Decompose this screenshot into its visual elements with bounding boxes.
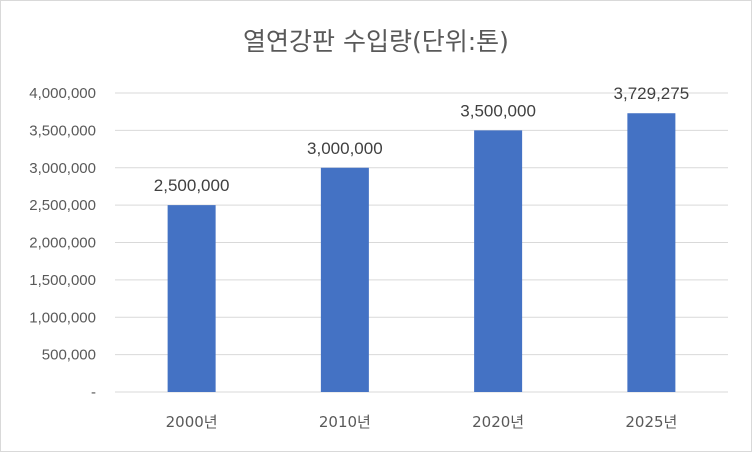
y-tick-label: 3,500,000	[29, 122, 96, 139]
y-tick-label: 2,000,000	[29, 235, 96, 252]
chart-title: 열연강판 수입량(단위:톤)	[243, 27, 509, 56]
y-tick-label: 2,500,000	[29, 197, 96, 214]
data-label: 3,000,000	[307, 139, 383, 158]
x-category-label: 2010년	[319, 413, 371, 431]
bar	[167, 205, 216, 392]
x-axis-categories: 2000년 2010년 2020년 2025년	[166, 413, 678, 431]
data-labels: 2,500,000 3,000,000 3,500,000 3,729,275	[154, 84, 689, 195]
y-tick-label: -	[91, 384, 96, 401]
bar	[320, 167, 369, 392]
y-axis-ticks: - 500,000 1,000,000 1,500,000 2,000,000 2,500…	[29, 85, 96, 401]
y-tick-label: 3,000,000	[29, 160, 96, 177]
y-tick-label: 500,000	[42, 347, 96, 364]
data-label: 3,729,275	[614, 84, 690, 103]
y-tick-label: 1,500,000	[29, 272, 96, 289]
bar	[627, 113, 676, 392]
x-category-label: 2020년	[472, 413, 524, 431]
gridlines	[115, 92, 728, 393]
bars	[167, 113, 676, 392]
x-category-label: 2000년	[166, 413, 218, 431]
bar	[474, 130, 523, 392]
x-category-label: 2025년	[625, 413, 677, 431]
data-label: 3,500,000	[460, 101, 536, 120]
y-tick-label: 4,000,000	[29, 85, 96, 102]
data-label: 2,500,000	[154, 176, 230, 195]
y-tick-label: 1,000,000	[29, 309, 96, 326]
